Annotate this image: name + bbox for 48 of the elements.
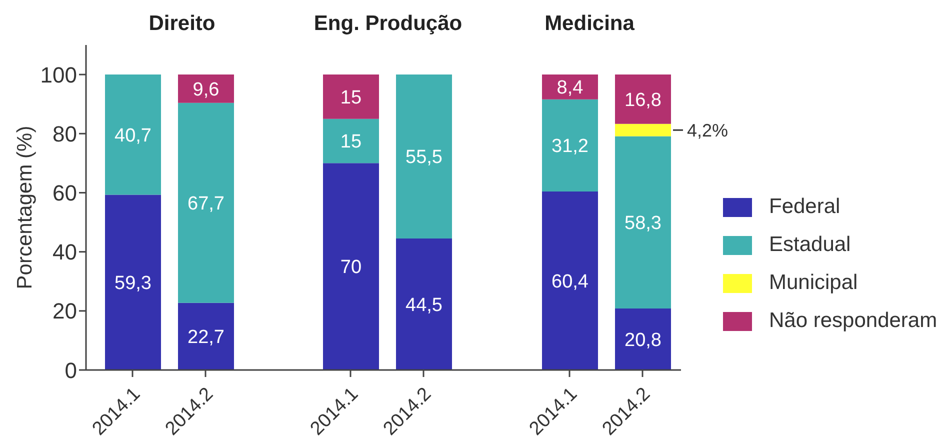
data-label: 58,3 <box>624 213 662 234</box>
bar <box>542 99 598 192</box>
data-label: 60,4 <box>552 271 589 292</box>
y-tick-label: 100 <box>40 62 77 88</box>
bar <box>105 194 161 370</box>
legend-label: Federal <box>769 195 840 219</box>
data-label: 15 <box>340 132 362 153</box>
chart-title: Direito <box>148 12 216 36</box>
data-label: 8,4 <box>556 78 584 99</box>
y-tick-label: 40 <box>52 240 77 265</box>
bar <box>178 302 234 370</box>
data-label: 40,7 <box>114 125 152 146</box>
y-tick-label: 0 <box>64 358 77 383</box>
y-axis-title: Porcentagem (%) <box>13 126 36 290</box>
bar <box>615 124 671 136</box>
data-label: 4,2% <box>687 120 728 140</box>
y-tick-label: 60 <box>52 180 77 206</box>
bar <box>615 74 671 124</box>
bar <box>542 192 598 370</box>
legend-label: Não responderam <box>769 309 938 333</box>
legend-label: Estadual <box>769 233 851 257</box>
bar <box>396 74 452 239</box>
data-label: 15 <box>340 87 362 108</box>
data-label: 55,5 <box>406 147 442 168</box>
data-label: 44,5 <box>406 294 442 316</box>
bar <box>615 308 671 370</box>
data-label: 70 <box>340 257 362 278</box>
data-label: 22,7 <box>188 327 224 348</box>
chart-title: Eng. Produção <box>312 12 464 36</box>
chart-title: Medicina <box>544 12 636 36</box>
data-label: 67,7 <box>188 194 224 215</box>
bar <box>178 102 234 303</box>
bar <box>323 74 379 119</box>
data-label: 59,3 <box>114 273 152 294</box>
data-label: 31,2 <box>552 136 588 158</box>
bar <box>615 136 671 309</box>
bar <box>542 74 598 100</box>
bar <box>323 163 379 370</box>
bar <box>396 238 452 370</box>
y-tick-label: 20 <box>52 298 77 324</box>
data-label: 9,6 <box>192 79 220 100</box>
data-label: 16,8 <box>624 90 662 111</box>
legend-label: Municipal <box>769 271 858 295</box>
y-tick-label: 80 <box>52 121 77 146</box>
bar <box>178 74 234 103</box>
bar <box>105 74 161 195</box>
data-label: 20,8 <box>624 330 662 351</box>
bar <box>323 118 379 164</box>
